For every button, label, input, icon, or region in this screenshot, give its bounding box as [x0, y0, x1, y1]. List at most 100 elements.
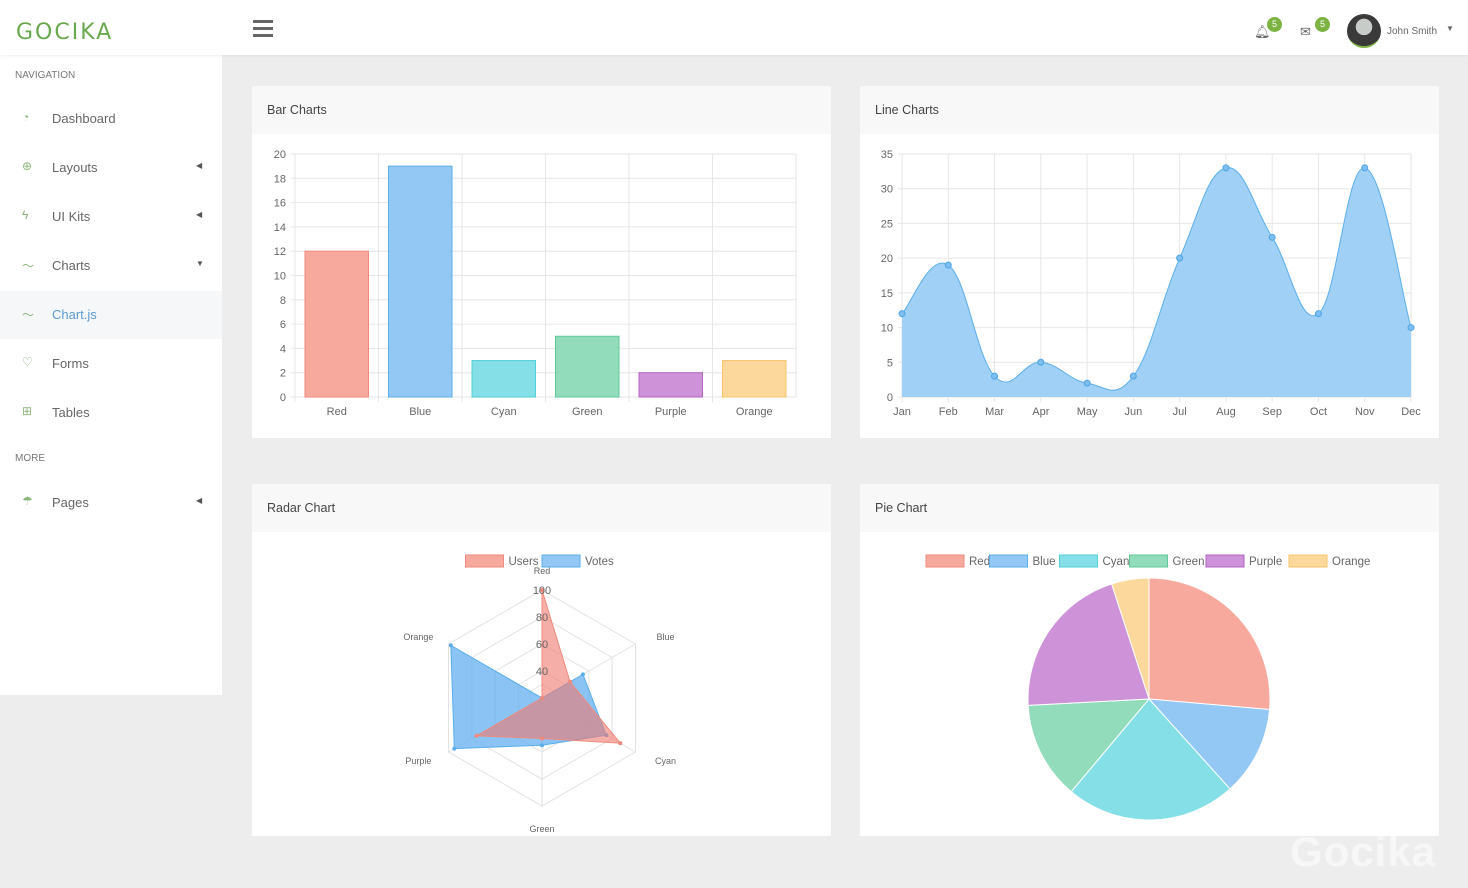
arrow-icon: ◀	[196, 161, 203, 170]
bar-cyan	[471, 360, 536, 398]
avatar[interactable]	[1347, 14, 1381, 48]
data-point	[944, 261, 952, 269]
legend-label: Users	[509, 556, 539, 568]
bar-green	[555, 335, 620, 398]
x-tick-label: Apr	[1032, 406, 1049, 418]
sidebar-item-label: Dashboard	[52, 111, 116, 126]
data-point	[568, 679, 573, 684]
data-point	[1268, 233, 1276, 241]
data-point	[448, 643, 453, 648]
legend-swatch	[989, 554, 1028, 568]
messages-badge: 5	[1315, 17, 1330, 32]
caret-down-icon[interactable]: ▼	[1446, 24, 1454, 33]
x-tick-label: Nov	[1355, 406, 1375, 418]
legend-label: Red	[969, 556, 990, 568]
x-tick-label: Green	[572, 406, 603, 418]
y-tick-label: 5	[887, 357, 893, 369]
sidebar-item-label: Forms	[52, 356, 89, 371]
x-tick-label: Jan	[893, 406, 911, 418]
x-tick-label: Jun	[1124, 406, 1142, 418]
radar-tick-label: 100	[533, 585, 551, 597]
sidebar-item-label: Layouts	[52, 160, 98, 175]
legend-label: Blue	[1033, 556, 1056, 568]
x-tick-label: Red	[327, 406, 347, 418]
y-tick-label: 16	[274, 198, 286, 210]
data-point	[1083, 379, 1091, 387]
user-name[interactable]: John Smith	[1387, 26, 1438, 37]
sidebar-item-charts[interactable]: 〜 Charts ▼	[0, 242, 222, 290]
sidebar-item-label: Pages	[52, 495, 89, 510]
pie-slice-orange	[1110, 577, 1150, 700]
radar-axis-label: Purple	[405, 756, 431, 766]
card-title: Line Charts	[860, 86, 1439, 134]
x-tick-label: May	[1077, 406, 1098, 418]
bar-chart: 0 2 4 6 8 10 12 14 16 18 20 Red Blue Cyan Green Purple O…	[274, 149, 797, 418]
y-tick-label: 15	[881, 288, 893, 300]
pie-slice-red	[1148, 577, 1271, 711]
card-title: Bar Charts	[252, 86, 831, 134]
sidebar-item-dashboard[interactable]: ◔ Dashboard	[0, 95, 222, 143]
bar-purple	[638, 372, 703, 398]
sidebar-item-forms[interactable]: ♡ Forms	[0, 340, 222, 388]
y-tick-label: 0	[887, 392, 893, 404]
sidebar-item-label: UI Kits	[52, 209, 91, 224]
data-point	[540, 696, 544, 700]
arrow-icon: ◀	[196, 210, 203, 219]
logo[interactable]: GOCIKA	[16, 20, 114, 45]
legend-label: Purple	[1249, 556, 1282, 568]
bell-icon[interactable]: 🔔︎	[1254, 24, 1271, 39]
x-tick-label: Mar	[985, 406, 1004, 418]
top-bar: GOCIKA 🔔︎ 5 ✉︎ 5 John Smith ▼	[0, 0, 1468, 55]
x-tick-label: Cyan	[491, 406, 517, 418]
radar-tick-label: 60	[536, 639, 548, 651]
data-point	[540, 743, 544, 748]
x-tick-label: Aug	[1216, 406, 1236, 418]
menu-toggle-icon[interactable]	[253, 20, 273, 37]
series-line	[901, 167, 1412, 391]
y-tick-label: 14	[274, 222, 286, 234]
area-fill	[902, 167, 1411, 397]
legend-swatch	[925, 554, 965, 568]
y-tick-label: 2	[280, 368, 286, 380]
pie-slice-cyan	[1070, 698, 1231, 821]
sidebar-item-label: Charts	[52, 258, 91, 273]
pie-slice-purple	[1027, 583, 1150, 706]
legend-label: Orange	[1332, 556, 1370, 568]
sidebar-item-layouts[interactable]: ⊕ Layouts ◀	[0, 144, 222, 192]
legend-swatch	[465, 554, 504, 568]
x-tick-label: Purple	[655, 406, 687, 418]
ui-kits-icon: ϟ	[22, 208, 29, 222]
dashboard-icon: ◔	[22, 110, 30, 124]
x-tick-label: Jul	[1173, 406, 1187, 418]
envelope-icon[interactable]: ✉︎	[1300, 24, 1311, 39]
sidebar-item-chart-js[interactable]: 〜 Chart.js	[0, 291, 222, 339]
sidebar-item-tables[interactable]: ⊞ Tables	[0, 389, 222, 437]
sidebar-item-ui-kits[interactable]: ϟ UI Kits ◀	[0, 193, 222, 241]
y-tick-label: 12	[274, 246, 286, 258]
data-point	[1176, 254, 1184, 262]
x-tick-label: Orange	[736, 406, 773, 418]
sidebar-item-pages[interactable]: ☂ Pages ◀	[0, 479, 222, 527]
radar-axis-label: Orange	[403, 632, 433, 642]
legend-swatch	[541, 554, 581, 568]
data-point	[1222, 164, 1230, 172]
data-point	[1361, 164, 1369, 172]
y-tick-label: 18	[274, 173, 286, 185]
arrow-icon: ◀	[196, 496, 203, 505]
y-tick-label: 8	[280, 295, 286, 307]
x-tick-label: Dec	[1401, 406, 1421, 418]
x-tick-label: Blue	[409, 406, 431, 418]
y-tick-label: 20	[881, 253, 893, 265]
radar-tick-label: 40	[536, 666, 548, 678]
y-tick-label: 4	[280, 343, 286, 355]
radar-axis-label: Green	[529, 824, 554, 834]
card-title: Pie Chart	[860, 484, 1439, 532]
radar-chart-card: Radar Chart Users Votes Red Blue Cyan Green Pu…	[252, 484, 831, 836]
chart-js-icon: 〜	[22, 308, 35, 322]
charts-icon: 〜	[22, 259, 35, 273]
data-point	[540, 588, 544, 592]
data-point	[1037, 358, 1045, 366]
x-tick-label: Feb	[939, 406, 958, 418]
layouts-icon: ⊕	[22, 159, 33, 173]
sidebar-item-label: Chart.js	[52, 307, 97, 322]
